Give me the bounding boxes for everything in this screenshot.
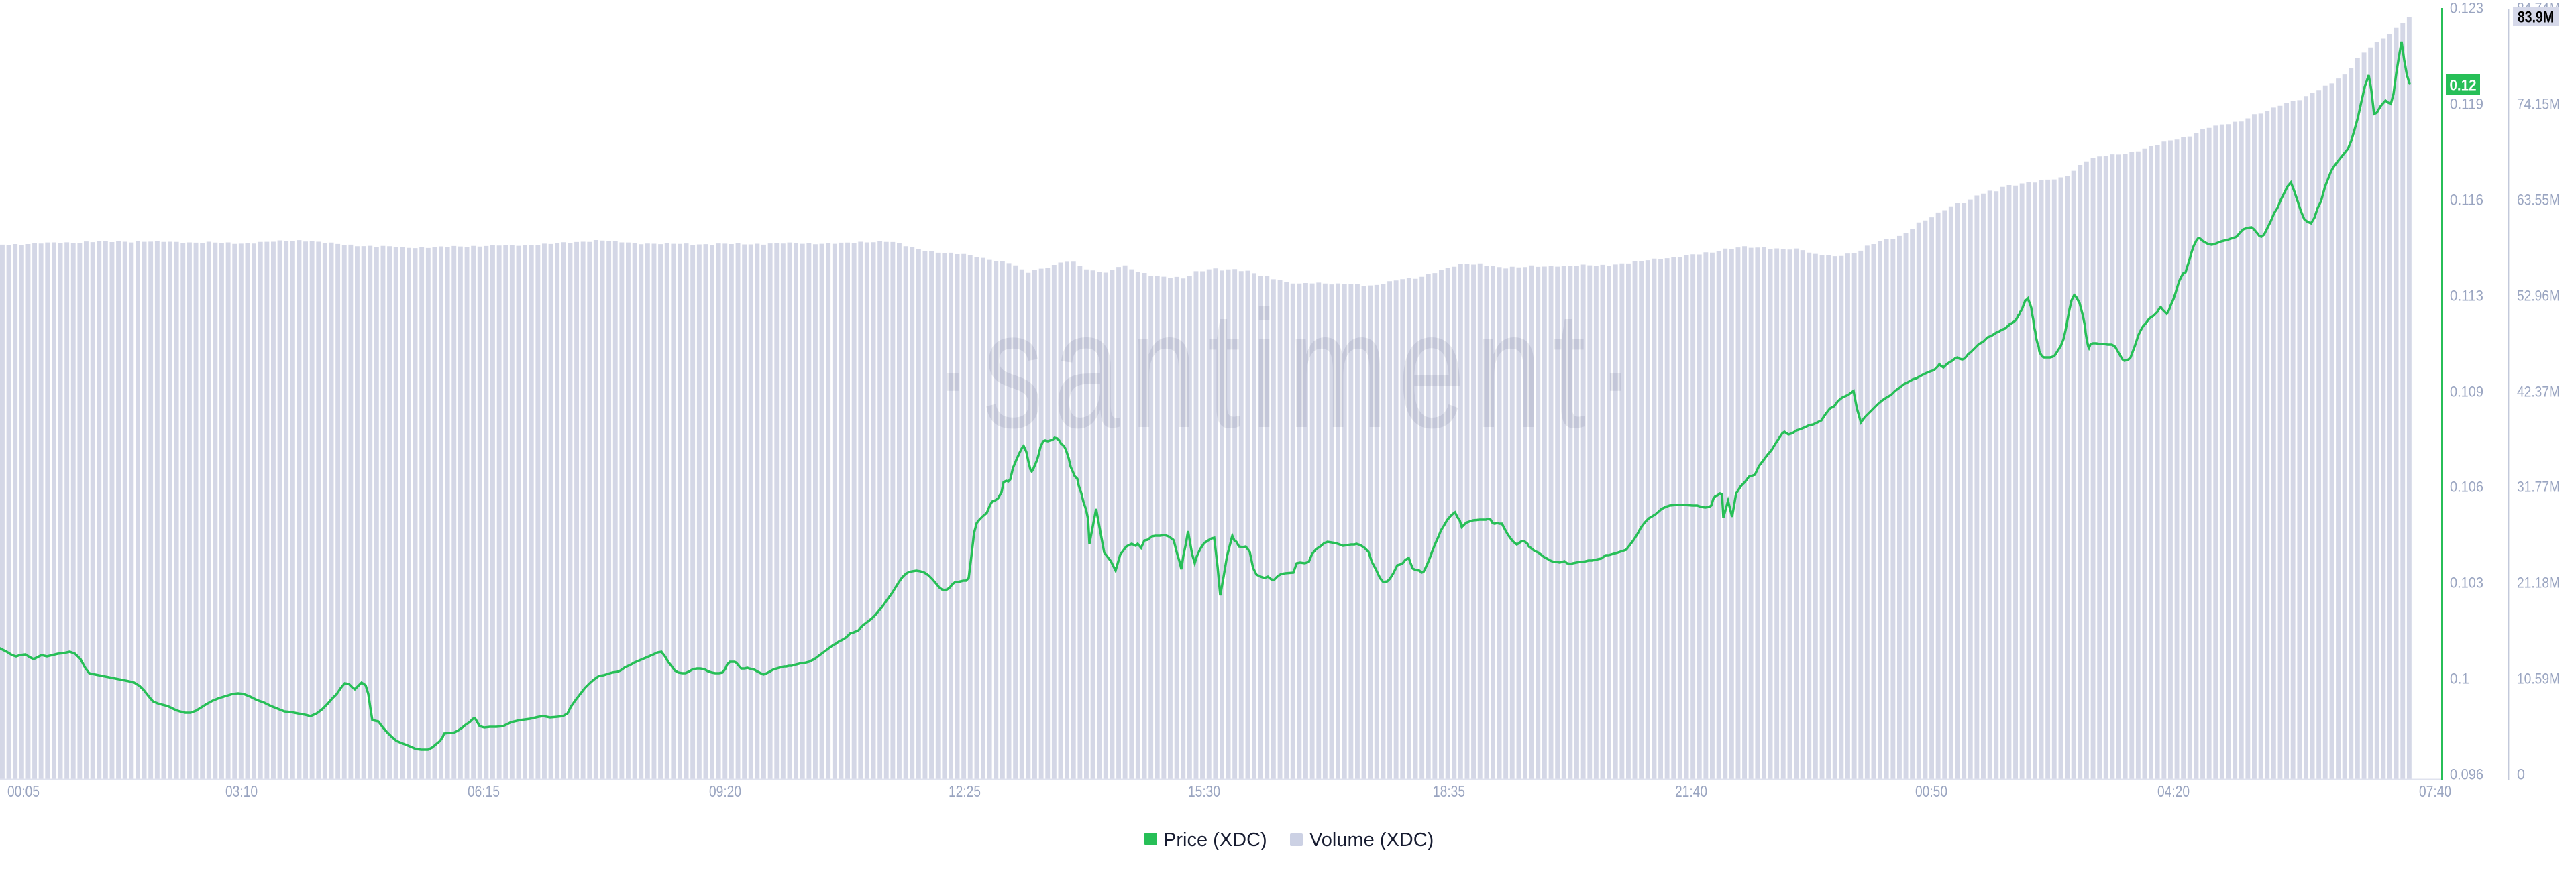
svg-text:·santiment·: ·santiment· [933, 276, 1646, 463]
svg-text:06:15: 06:15 [468, 782, 500, 800]
svg-text:12:25: 12:25 [949, 782, 981, 800]
svg-text:74.15M: 74.15M [2517, 96, 2560, 113]
svg-text:42.37M: 42.37M [2517, 384, 2560, 400]
svg-text:04:20: 04:20 [2157, 782, 2190, 800]
svg-text:0.109: 0.109 [2450, 384, 2483, 400]
svg-text:10.59M: 10.59M [2517, 670, 2560, 687]
svg-text:0.113: 0.113 [2450, 288, 2483, 304]
svg-text:31.77M: 31.77M [2517, 479, 2560, 495]
svg-text:07:40: 07:40 [2419, 782, 2451, 800]
svg-text:00:05: 00:05 [7, 782, 40, 800]
svg-text:0.106: 0.106 [2450, 479, 2483, 495]
svg-text:00:50: 00:50 [1915, 782, 1947, 800]
svg-text:0.096: 0.096 [2450, 766, 2483, 783]
svg-text:52.96M: 52.96M [2517, 288, 2560, 304]
svg-text:0: 0 [2517, 766, 2525, 783]
svg-text:83.9M: 83.9M [2518, 9, 2554, 27]
svg-text:Volume (XDC): Volume (XDC) [1309, 829, 1434, 851]
svg-text:63.55M: 63.55M [2517, 192, 2560, 209]
svg-text:03:10: 03:10 [225, 782, 258, 800]
svg-text:18:35: 18:35 [1433, 782, 1465, 800]
svg-text:0.123: 0.123 [2450, 0, 2483, 17]
svg-text:21.18M: 21.18M [2517, 575, 2560, 591]
svg-text:0.12: 0.12 [2450, 77, 2477, 94]
svg-text:0.116: 0.116 [2450, 192, 2483, 209]
svg-text:21:40: 21:40 [1675, 782, 1707, 800]
svg-text:0.1: 0.1 [2450, 670, 2469, 687]
svg-text:0.119: 0.119 [2450, 96, 2483, 113]
svg-text:Price (XDC): Price (XDC) [1163, 829, 1267, 851]
svg-text:15:30: 15:30 [1188, 782, 1220, 800]
svg-text:0.103: 0.103 [2450, 575, 2483, 591]
svg-text:09:20: 09:20 [709, 782, 741, 800]
